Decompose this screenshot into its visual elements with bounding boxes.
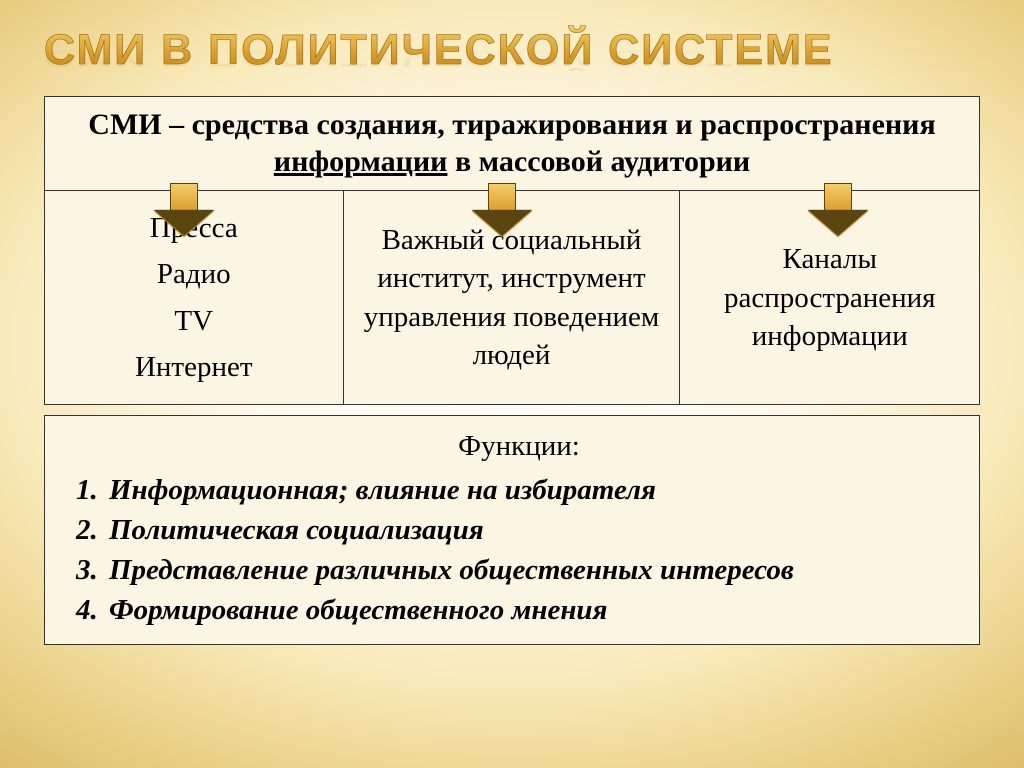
function-item: Формирование общественного мнения [105,590,961,630]
function-item: Политическая социализация [105,510,961,550]
definition-box: СМИ – средства создания, тиражирования и… [44,96,980,191]
functions-heading: Функции: [77,426,961,466]
function-item: Представление различных общественных инт… [105,550,961,590]
definition-underlined: информации [274,145,448,178]
slide-title-reflection: СМИ В ПОЛИТИЧЕСКОЙ СИСТЕМЕ [44,44,980,71]
media-type: TV [174,302,213,340]
function-item: Информационная; влияние на избирателя [105,470,961,510]
functions-list: Информационная; влияние на избирателя По… [77,470,961,630]
slide: СМИ В ПОЛИТИЧЕСКОЙ СИСТЕМЕ СМИ В ПОЛИТИЧ… [0,0,1024,768]
arrow-down-icon [154,183,214,241]
definition-post: в массовой аудитории [447,145,750,178]
media-type: Интернет [135,348,253,386]
column-text: Каналы распространения информации [690,240,969,355]
functions-box: Функции: Информационная; влияние на изби… [44,415,980,645]
media-type: Радио [157,255,231,293]
column-text: Важный социальный институт, инструмент у… [354,221,670,374]
arrow-down-icon [472,183,532,241]
definition-pre: СМИ – средства создания, тиражирования и… [88,108,935,141]
arrow-down-icon [808,183,868,241]
